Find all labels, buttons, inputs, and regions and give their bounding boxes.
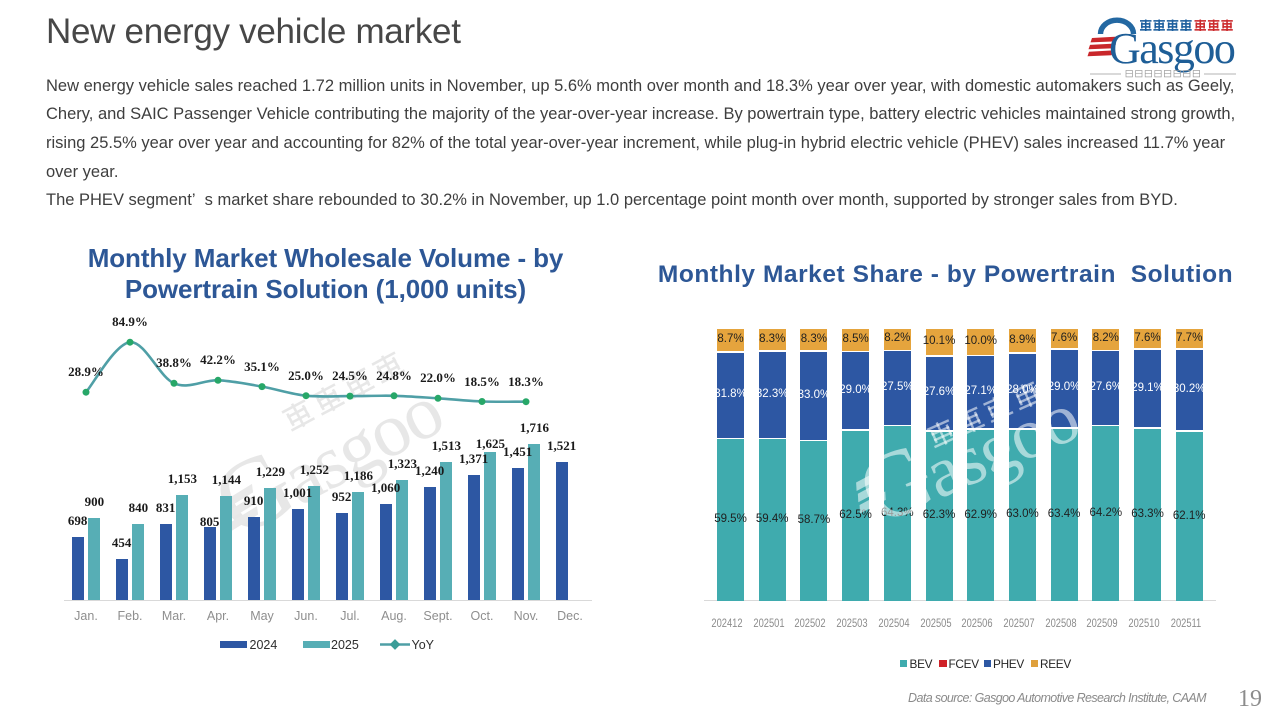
- svg-text:Gasgoo: Gasgoo: [843, 358, 1091, 546]
- svg-text:Gasgoo: Gasgoo: [1109, 24, 1235, 73]
